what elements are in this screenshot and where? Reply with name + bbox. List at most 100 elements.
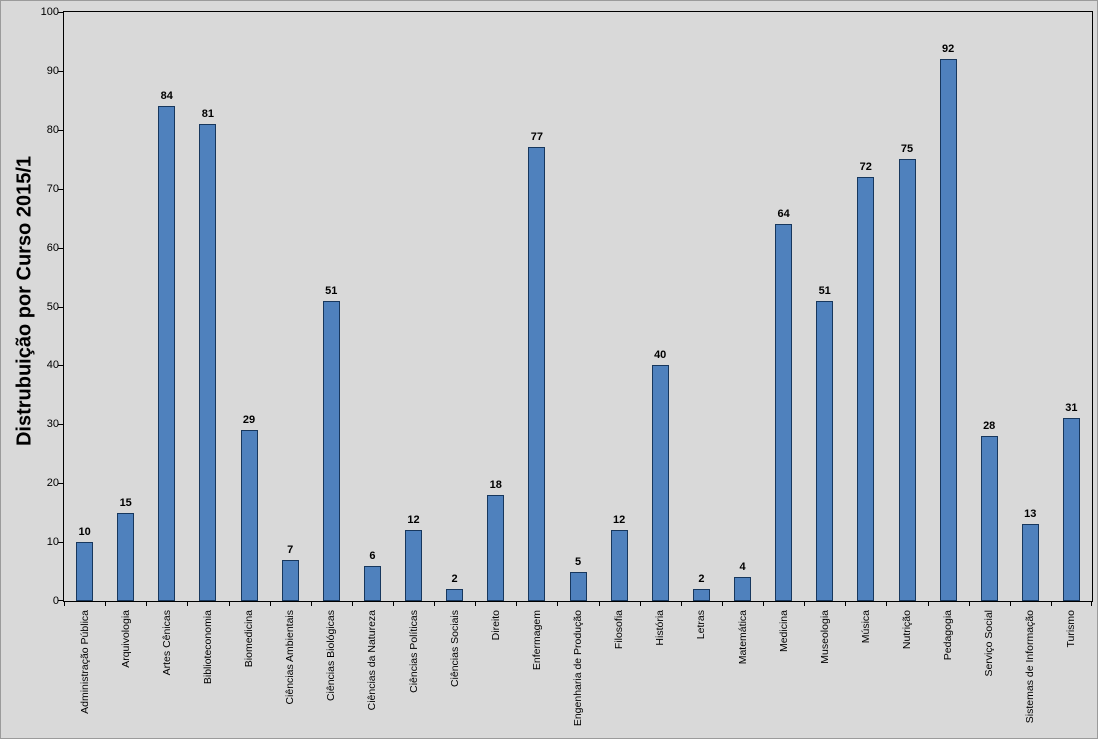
x-axis-tick-mark [1050, 602, 1052, 606]
x-axis-tick-mark [434, 602, 436, 606]
bar [569, 572, 587, 601]
x-axis-label: Ciências Sociais [448, 610, 461, 688]
x-axis-tick-mark [845, 602, 847, 606]
x-axis-label: Biblioteconomia [201, 610, 214, 685]
x-axis-label: Ciências Biológicas [325, 610, 338, 702]
y-axis-tick-label: 0 [52, 595, 59, 607]
bar [857, 177, 875, 601]
x-axis-label: Direito [489, 610, 502, 641]
x-axis-tick-mark [804, 602, 806, 606]
x-axis-label: Ciências da Natureza [366, 610, 379, 711]
y-axis-tick-mark [58, 247, 63, 249]
bar-value-label: 12 [407, 514, 420, 526]
y-axis-tick-mark [58, 483, 63, 485]
bar-value-label: 6 [369, 550, 376, 562]
bar [816, 301, 834, 601]
bar [405, 530, 422, 601]
x-axis-label: Engenharia de Produção [572, 610, 584, 727]
x-axis-tick-mark [639, 602, 641, 606]
y-axis-tick-label: 50 [46, 300, 59, 313]
x-axis-tick-mark [598, 602, 600, 606]
x-axis-label: Turismo [1065, 610, 1078, 648]
bar-value-label: 81 [201, 108, 215, 120]
x-axis-tick-mark [516, 602, 518, 606]
x-axis-tick-mark [351, 602, 353, 606]
x-axis-label: Filosofia [613, 610, 626, 650]
x-axis-tick-mark [187, 602, 189, 606]
bar-value-label: 7 [287, 544, 294, 556]
x-axis-label: Ciências Ambientais [284, 610, 297, 705]
bar-value-label: 4 [739, 561, 746, 573]
bar [76, 542, 94, 601]
x-axis-tick-mark [393, 602, 394, 606]
y-axis-tick-label: 30 [46, 418, 59, 431]
y-axis-tick-mark [58, 365, 63, 367]
bar [980, 436, 998, 601]
y-axis-tick-label: 60 [46, 241, 59, 254]
y-axis-tick-mark [58, 424, 63, 426]
bar-value-label: 13 [1024, 508, 1037, 520]
y-axis-tick-mark [58, 12, 63, 13]
x-axis-label: Música [859, 610, 872, 644]
x-axis-tick-mark [763, 602, 764, 606]
bar [158, 106, 176, 601]
bar-value-label: 2 [451, 573, 458, 585]
x-axis-tick-mark [557, 602, 559, 606]
x-axis-tick-mark [968, 602, 970, 606]
x-axis-tick-mark [475, 602, 477, 606]
x-axis-tick-mark [310, 602, 312, 606]
y-axis-tick-mark [58, 129, 63, 131]
y-axis-tick-label: 80 [46, 123, 59, 136]
x-axis-label: Serviço Social [983, 610, 996, 677]
x-axis-label: História [654, 610, 667, 646]
y-axis-tick-label: 90 [46, 64, 59, 77]
plot-area: 10 15 84 81 29 7 51 6 12 2 18 77 5 12 40 2 4 64 51 72 75 92 28… [63, 11, 1093, 602]
x-axis-label: Museologia [818, 610, 831, 664]
x-axis-label: Sistemas de Informação [1024, 610, 1037, 724]
bar-value-label: 40 [654, 349, 667, 361]
bar [199, 124, 217, 601]
bar [281, 560, 299, 601]
x-axis-tick-mark [1091, 602, 1092, 606]
x-axis-labels: Administração Pública Arquivologia Artes C… [64, 603, 1092, 738]
bar-value-label: 72 [859, 161, 872, 173]
bar [446, 589, 464, 601]
x-axis-tick-mark [1009, 602, 1011, 606]
bar [363, 566, 381, 601]
bar [775, 224, 793, 601]
bar [487, 495, 505, 601]
y-axis-tick-label: 100 [40, 6, 59, 18]
y-axis-tick-mark [58, 188, 63, 190]
bar-value-label: 12 [612, 514, 626, 526]
x-axis-label: Enfermagem [530, 610, 543, 671]
x-axis-tick-mark [228, 602, 230, 606]
bar [1021, 524, 1039, 601]
bar-value-label: 2 [698, 573, 705, 585]
bar [939, 59, 957, 601]
bar-value-label: 28 [983, 420, 996, 432]
bar [117, 513, 135, 601]
bar-value-label: 31 [1065, 402, 1078, 414]
x-axis-label: Artes Cênicas [160, 610, 173, 676]
bar-value-label: 84 [160, 90, 173, 102]
bar-value-label: 15 [119, 497, 132, 509]
bar-value-label: 75 [900, 143, 914, 155]
x-axis-label: Ciências Políticas [407, 610, 420, 693]
bar [528, 147, 546, 601]
y-axis-tick-mark [58, 70, 63, 72]
x-axis-label: Matemática [736, 610, 749, 665]
bar [898, 159, 916, 601]
bar [692, 589, 710, 601]
x-axis-label: Letras [695, 610, 708, 640]
y-axis-tick-mark [58, 542, 63, 544]
x-axis-label: Administração Pública [78, 610, 91, 714]
y-axis-tick-label: 10 [46, 536, 59, 549]
x-axis-tick-mark [721, 602, 723, 606]
bar-value-label: 92 [941, 43, 955, 55]
x-axis-tick-mark [680, 602, 682, 606]
x-axis-tick-mark [927, 602, 929, 606]
x-axis-tick-mark [146, 602, 148, 606]
bar [322, 301, 340, 601]
y-axis-tick-label: 70 [46, 182, 59, 195]
